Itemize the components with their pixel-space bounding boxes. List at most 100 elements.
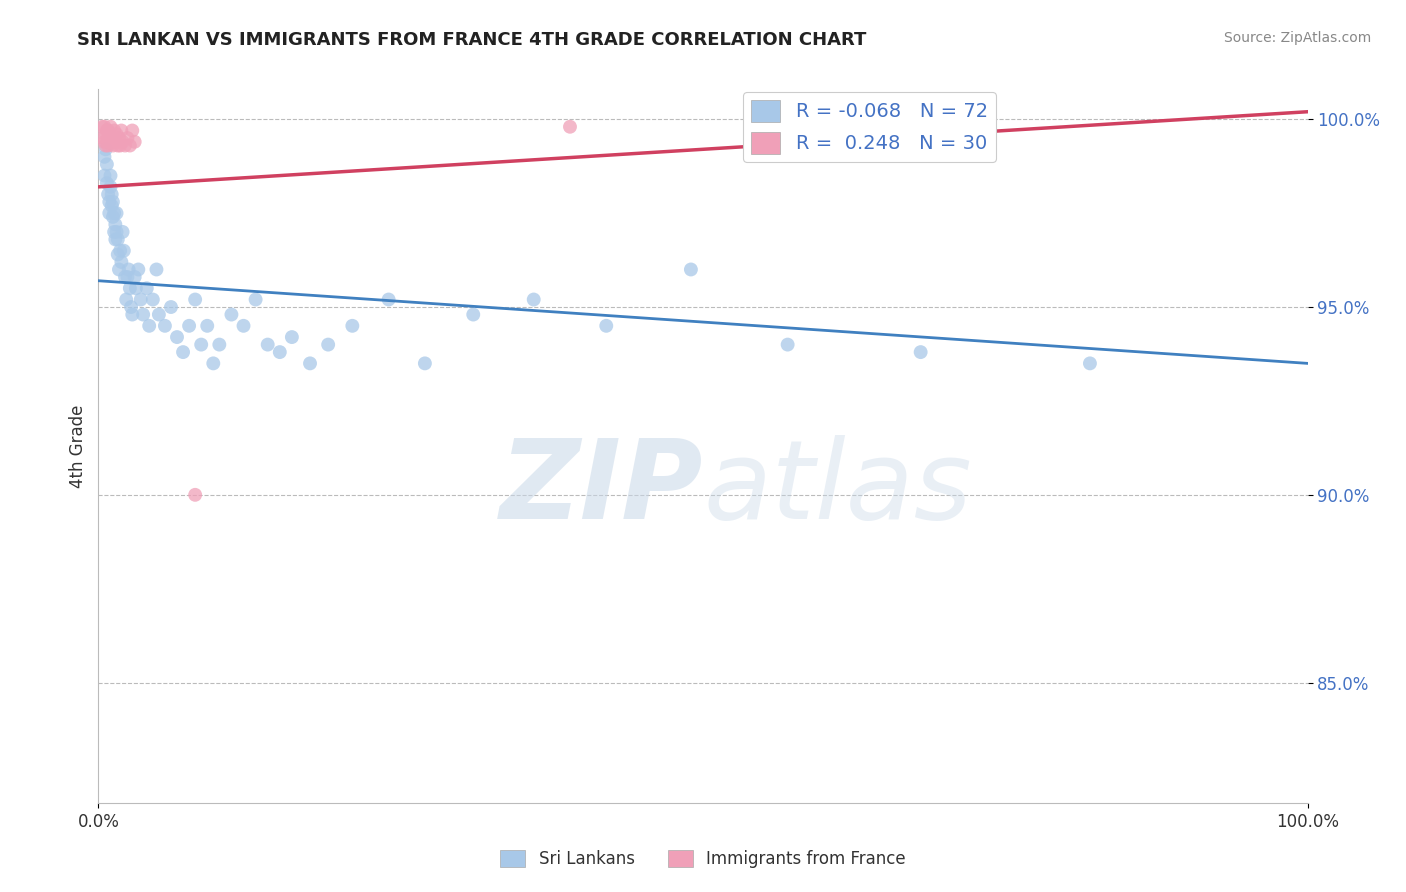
Point (96, 176, 118, 190)
Point (97, 138, 120, 153)
Point (153, 318, 176, 333)
Point (269, 345, 291, 359)
Point (121, 123, 143, 137)
Point (111, 135, 134, 149)
Point (97, 187, 120, 202)
Point (377, 293, 399, 307)
Point (166, 330, 188, 344)
Point (112, 244, 135, 258)
Text: Source: ZipAtlas.com: Source: ZipAtlas.com (1223, 31, 1371, 45)
Point (595, 318, 617, 333)
Point (103, 206, 125, 220)
Point (115, 293, 138, 307)
Point (342, 318, 364, 333)
Point (256, 337, 278, 351)
Point (105, 206, 128, 220)
Point (117, 131, 139, 145)
Point (523, 293, 546, 307)
Point (132, 308, 155, 322)
Point (96, 135, 118, 149)
Point (108, 138, 131, 153)
Point (104, 218, 127, 232)
Point (94, 138, 117, 153)
Legend: Sri Lankans, Immigrants from France: Sri Lankans, Immigrants from France (494, 843, 912, 875)
Point (208, 337, 231, 351)
Point (299, 356, 322, 370)
Point (202, 356, 225, 370)
Point (679, 262, 702, 277)
Point (245, 293, 267, 307)
Point (1078, 356, 1101, 370)
Point (179, 318, 201, 333)
Point (184, 488, 207, 502)
Point (316, 337, 339, 351)
Point (91, 131, 114, 145)
Point (98, 206, 121, 220)
Point (93, 135, 115, 149)
Point (124, 270, 146, 285)
Point (96, 157, 118, 171)
Point (98, 131, 121, 145)
Point (101, 194, 124, 209)
Point (160, 300, 183, 314)
Point (108, 131, 131, 145)
Y-axis label: 4th Grade: 4th Grade (69, 404, 87, 488)
Point (108, 262, 131, 277)
Point (124, 135, 146, 149)
Point (118, 138, 141, 153)
Point (145, 262, 167, 277)
Point (148, 308, 170, 322)
Point (104, 135, 127, 149)
Point (103, 123, 125, 137)
Point (100, 199, 122, 213)
Point (190, 337, 212, 351)
Point (93, 120, 115, 134)
Point (118, 262, 141, 277)
Point (142, 293, 165, 307)
Point (93, 150, 115, 164)
Point (232, 318, 254, 333)
Point (125, 281, 148, 295)
Point (101, 138, 124, 153)
Point (558, 120, 581, 134)
Point (114, 270, 136, 285)
Point (110, 123, 132, 137)
Point (107, 247, 129, 261)
Point (100, 120, 122, 134)
Point (114, 138, 136, 153)
Point (184, 293, 207, 307)
Point (463, 308, 485, 322)
Text: SRI LANKAN VS IMMIGRANTS FROM FRANCE 4TH GRADE CORRELATION CHART: SRI LANKAN VS IMMIGRANTS FROM FRANCE 4TH… (77, 31, 866, 49)
Point (129, 293, 152, 307)
Point (195, 318, 218, 333)
Point (120, 300, 142, 314)
Text: atlas: atlas (703, 435, 972, 542)
Point (127, 262, 149, 277)
Text: ZIP: ZIP (499, 435, 703, 542)
Point (107, 138, 129, 153)
Point (100, 187, 122, 202)
Point (100, 179, 122, 194)
Point (138, 318, 160, 333)
Point (97, 123, 120, 137)
Point (94, 128, 117, 142)
Point (105, 225, 128, 239)
Point (104, 232, 127, 246)
Point (117, 270, 139, 285)
Point (98, 194, 121, 209)
Point (910, 345, 932, 359)
Point (103, 225, 125, 239)
Point (105, 128, 128, 142)
Point (776, 337, 799, 351)
Point (121, 308, 143, 322)
Point (118, 281, 141, 295)
Point (100, 169, 122, 183)
Point (91, 120, 114, 134)
Point (221, 308, 243, 322)
Point (94, 142, 117, 156)
Point (93, 169, 115, 183)
Point (111, 225, 134, 239)
Point (108, 244, 131, 258)
Point (172, 345, 194, 359)
Point (100, 131, 122, 145)
